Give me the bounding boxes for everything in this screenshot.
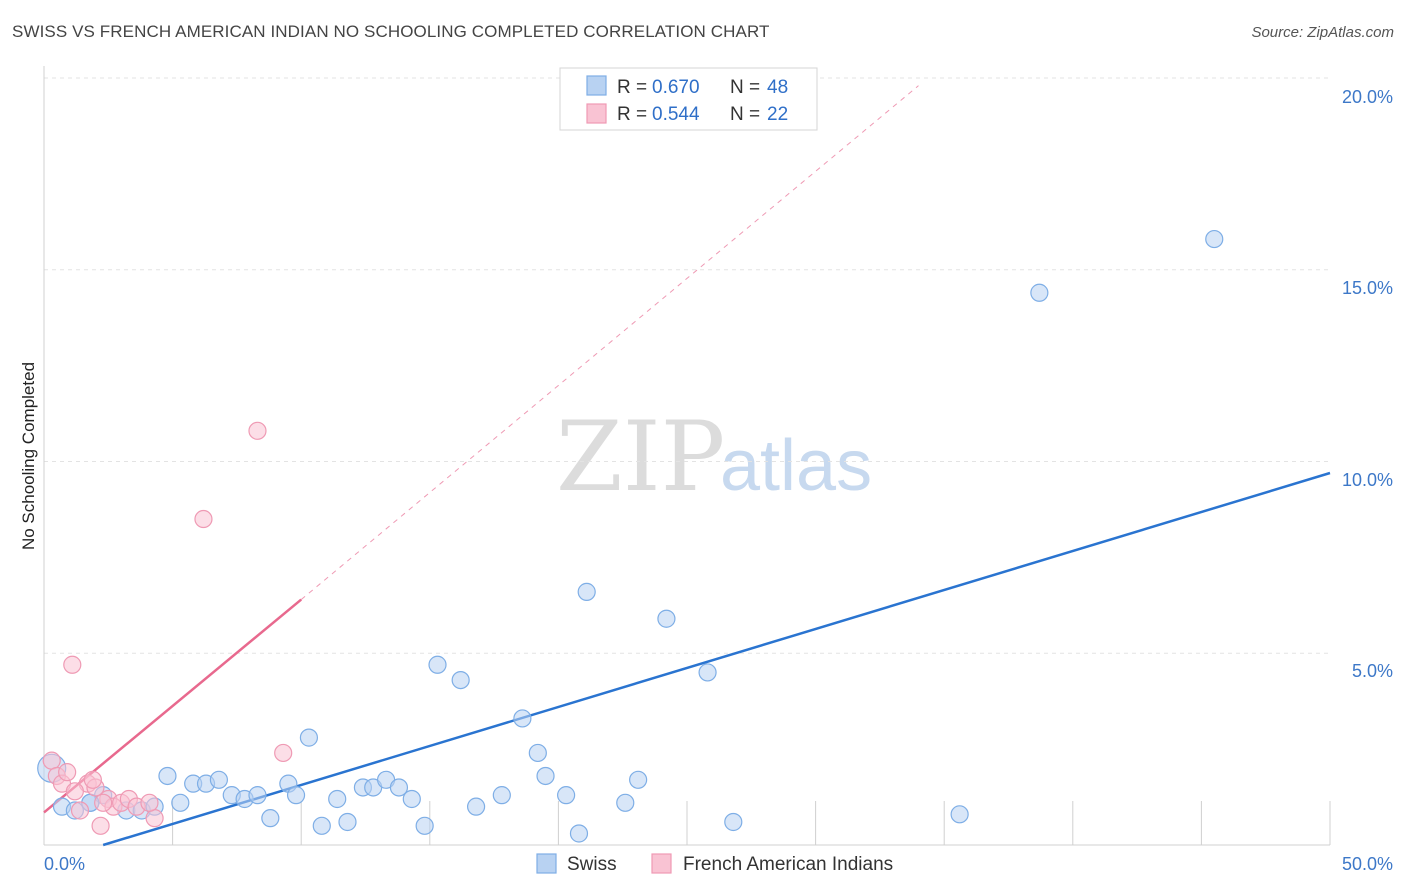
x-tick-min: 0.0% xyxy=(44,854,85,874)
bottom-legend-swatch-swiss xyxy=(536,853,557,874)
swiss-point xyxy=(209,770,228,789)
swiss-point xyxy=(1205,229,1224,249)
swiss-point xyxy=(428,655,447,674)
french-point xyxy=(83,770,102,789)
french-point xyxy=(63,655,82,674)
swiss-point xyxy=(248,786,267,805)
swiss-point xyxy=(312,816,331,835)
swiss-point xyxy=(657,609,676,628)
swiss-point xyxy=(466,797,486,816)
french-point xyxy=(70,801,90,820)
y-tick-15: 15.0% xyxy=(1342,278,1393,298)
legend-french-r-value: 0.544 xyxy=(652,104,700,125)
swiss-point xyxy=(536,766,555,786)
french-point xyxy=(91,816,110,835)
y-tick-5: 5.0% xyxy=(1352,661,1393,681)
swiss-point xyxy=(261,809,280,828)
swiss-point xyxy=(629,770,648,789)
chart-title: SWISS VS FRENCH AMERICAN INDIAN NO SCHOO… xyxy=(12,22,770,41)
french-point xyxy=(145,809,164,828)
french-point xyxy=(58,763,77,782)
swiss-point xyxy=(338,812,357,832)
bottom-legend-swiss: Swiss xyxy=(567,854,617,875)
watermark-atlas: atlas xyxy=(720,426,872,506)
legend-swiss-n-value: 48 xyxy=(767,77,788,98)
swiss-point xyxy=(698,663,717,682)
swiss-point xyxy=(415,816,434,835)
swiss-point xyxy=(286,786,306,805)
french-point xyxy=(248,421,267,440)
swiss-point xyxy=(492,786,511,805)
swiss-point xyxy=(328,789,347,809)
y-tick-10: 10.0% xyxy=(1342,470,1393,490)
legend-french-n-value: 22 xyxy=(767,104,788,125)
legend-swiss-r-value: 0.670 xyxy=(652,77,700,98)
data-points xyxy=(37,229,1224,843)
swiss-point xyxy=(451,670,470,690)
swiss-point xyxy=(171,793,190,812)
x-tick-max: 50.0% xyxy=(1342,854,1393,874)
axes xyxy=(43,66,1331,846)
legend-french-n-label: N = xyxy=(730,104,760,125)
swiss-point xyxy=(1030,283,1049,302)
bottom-legend: Swiss French American Indians xyxy=(536,853,893,875)
swiss-point xyxy=(577,582,596,601)
watermark-zip: ZIP xyxy=(556,401,725,513)
swiss-point xyxy=(724,812,743,832)
french-point xyxy=(65,782,84,801)
y-tick-20: 20.0% xyxy=(1342,87,1393,107)
swiss-point xyxy=(557,786,576,805)
y-axis-label: No Schooling Completed xyxy=(19,362,38,550)
swiss-point xyxy=(528,743,547,763)
french-point xyxy=(42,751,61,770)
swiss-point xyxy=(569,824,589,843)
swiss-trend-line xyxy=(102,471,1331,847)
legend-swatch-french xyxy=(586,103,607,124)
grid xyxy=(44,77,1330,654)
legend-box: R = 0.670 N = 48 R = 0.544 N = 22 xyxy=(559,67,818,131)
bottom-legend-swatch-french xyxy=(651,853,672,874)
swiss-point xyxy=(299,728,319,747)
french-point xyxy=(94,793,113,812)
swiss-point xyxy=(158,766,177,786)
french-point xyxy=(140,793,159,812)
french-point xyxy=(194,509,213,529)
swiss-point xyxy=(616,793,635,812)
source-label: Source: ZipAtlas.com xyxy=(1251,24,1394,41)
swiss-point xyxy=(389,778,409,797)
french-point xyxy=(274,743,293,763)
bottom-legend-french: French American Indians xyxy=(683,854,893,875)
legend-french-r-label: R = xyxy=(617,104,647,125)
swiss-point xyxy=(402,789,421,809)
swiss-point xyxy=(950,805,969,824)
legend-swiss-r-label: R = xyxy=(617,77,647,98)
swiss-point xyxy=(513,709,532,728)
french-trend-extension xyxy=(300,85,919,600)
legend-swiss-n-label: N = xyxy=(730,77,760,98)
legend-swatch-swiss xyxy=(586,75,607,96)
